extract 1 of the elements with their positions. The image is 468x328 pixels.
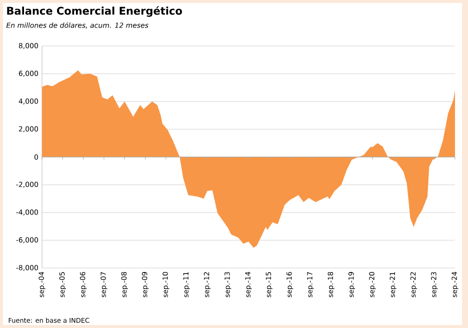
- chart-title: Balance Comercial Energético: [7, 6, 182, 17]
